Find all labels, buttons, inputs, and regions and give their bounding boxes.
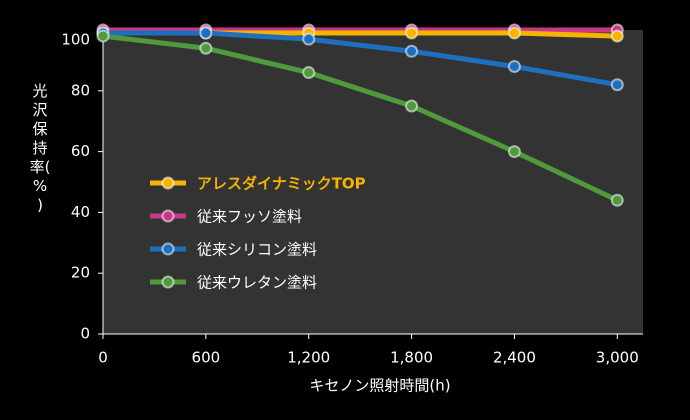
point: [199, 26, 213, 40]
point: [96, 29, 110, 43]
plot-area: [103, 30, 643, 334]
point: [302, 32, 316, 46]
point: [507, 26, 521, 40]
point: [610, 193, 624, 207]
x-tick-label: 3,000: [596, 349, 639, 367]
y-tick-label: 80: [71, 81, 90, 99]
point: [507, 145, 521, 159]
legend-marker: [161, 242, 175, 256]
legend-marker: [161, 275, 175, 289]
x-axis-label: キセノン照射時間(h): [309, 377, 450, 395]
point: [199, 41, 213, 55]
legend-marker: [161, 176, 175, 190]
point: [405, 44, 419, 58]
point: [507, 59, 521, 73]
x-tick-label: 2,400: [493, 349, 536, 367]
legend-label: 従来ウレタン塗料: [197, 274, 317, 292]
y-tick-label: 20: [71, 264, 90, 282]
x-tick-label: 0: [98, 349, 108, 367]
legend-label: 従来フッソ塗料: [197, 208, 302, 226]
y-tick-label: 40: [71, 203, 90, 221]
y-tick-label: 100: [61, 31, 90, 49]
y-tick-label: 0: [80, 325, 90, 343]
point: [302, 66, 316, 80]
y-axis-label: 光沢保持率(%): [30, 82, 51, 214]
series-line: [103, 30, 618, 88]
point: [610, 29, 624, 43]
point: [610, 78, 624, 92]
point: [405, 99, 419, 113]
y-tick-label: 60: [71, 142, 90, 160]
legend-label: 従来シリコン塗料: [197, 241, 317, 259]
series-line: [102, 33, 619, 203]
x-tick-label: 1,800: [390, 349, 433, 367]
legend-label: アレスダイナミックTOP: [197, 175, 366, 193]
x-tick-label: 1,200: [287, 349, 330, 367]
legend-marker: [161, 209, 175, 223]
point: [405, 26, 419, 40]
x-tick-label: 600: [192, 349, 221, 367]
